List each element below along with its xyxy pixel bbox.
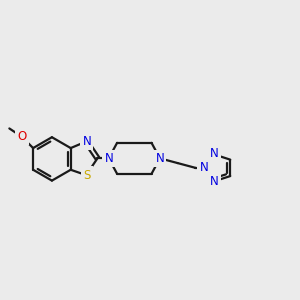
Text: N: N [104,152,113,165]
Text: N: N [200,161,208,174]
Text: N: N [210,175,218,188]
Text: N: N [155,152,164,165]
Text: N: N [210,148,218,160]
Text: O: O [17,130,26,143]
Text: N: N [82,135,91,148]
Text: S: S [83,169,90,182]
